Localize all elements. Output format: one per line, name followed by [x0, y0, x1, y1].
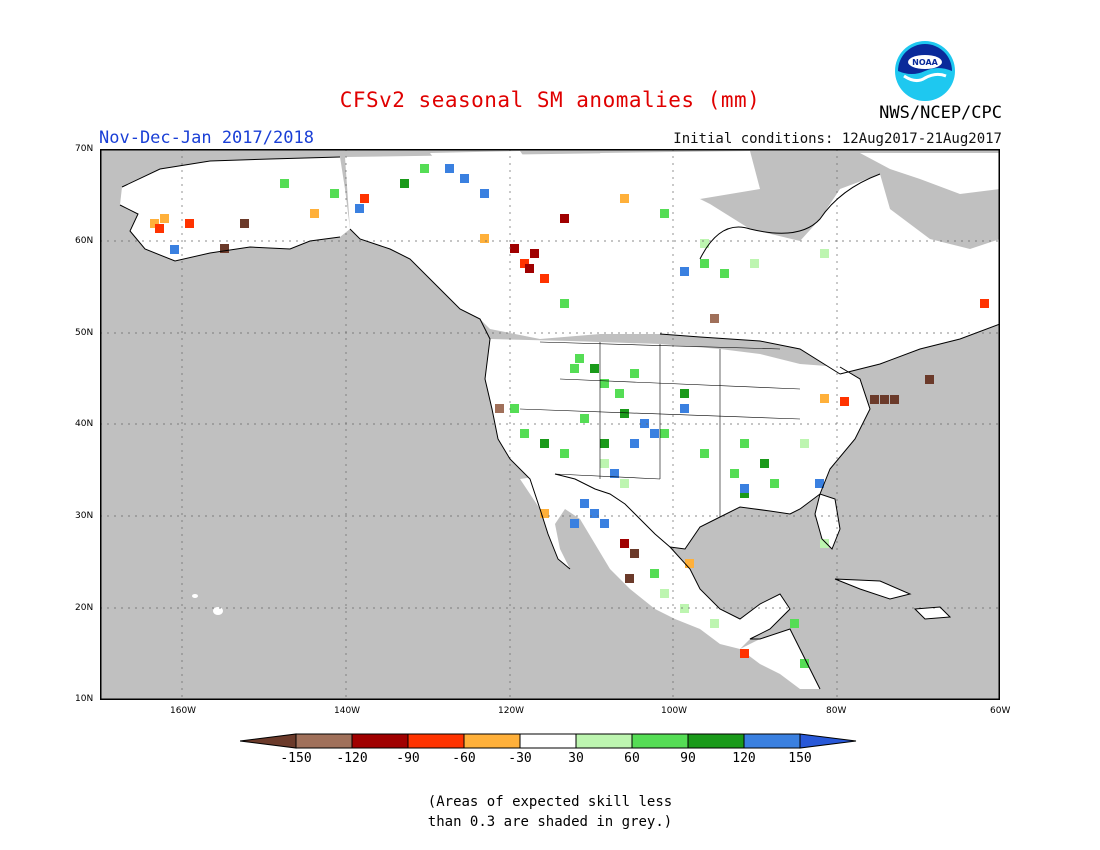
lon-label: 60W: [990, 706, 1011, 716]
colorbar-segment: [575, 733, 633, 749]
colorbar: [240, 733, 857, 749]
colorbar-label: 90: [680, 751, 696, 766]
colorbar-label: -120: [336, 751, 368, 766]
lat-label: 30N: [75, 511, 94, 521]
colorbar-label: 60: [624, 751, 640, 766]
skill-note: (Areas of expected skill less than 0.3 a…: [0, 792, 1100, 832]
anomaly-map: [100, 149, 1000, 700]
lon-label: 80W: [826, 706, 847, 716]
colorbar-segment: [631, 733, 689, 749]
colorbar-label: -30: [508, 751, 532, 766]
lat-label: 60N: [75, 236, 94, 246]
gridlines: [100, 149, 1000, 700]
lon-label: 100W: [661, 706, 688, 716]
initial-conditions-label: Initial conditions: 12Aug2017-21Aug2017: [673, 131, 1002, 147]
colorbar-label: 120: [732, 751, 756, 766]
skill-note-line2: than 0.3 are shaded in grey.): [427, 814, 673, 830]
coastlines: [119, 156, 1000, 690]
colorbar-segment: [519, 733, 577, 749]
borders: [519, 341, 801, 517]
anomaly-cells: [150, 164, 989, 668]
agency-label: NWS/NCEP/CPC: [879, 103, 1002, 123]
noaa-logo: NOAA: [895, 41, 955, 101]
lon-label: 140W: [334, 706, 361, 716]
lat-label: 10N: [75, 694, 94, 704]
lon-label: 120W: [498, 706, 525, 716]
colorbar-label: -60: [452, 751, 476, 766]
colorbar-label: -90: [396, 751, 420, 766]
colorbar-segment: [799, 733, 857, 749]
colorbar-segment: [687, 733, 745, 749]
colorbar-label: 150: [788, 751, 812, 766]
colorbar-segment: [295, 733, 353, 749]
season-label: Nov-Dec-Jan 2017/2018: [99, 128, 314, 148]
colorbar-segment: [463, 733, 521, 749]
logo-text: NOAA: [912, 58, 938, 67]
lat-label: 70N: [75, 144, 94, 154]
land-masses: [120, 151, 1000, 689]
colorbar-segment: [351, 733, 409, 749]
lat-label: 20N: [75, 603, 94, 613]
colorbar-segment: [240, 733, 297, 749]
map-title: CFSv2 seasonal SM anomalies (mm): [339, 88, 761, 112]
colorbar-segment: [407, 733, 465, 749]
colorbar-label: 30: [568, 751, 584, 766]
lat-label: 40N: [75, 419, 94, 429]
lat-label: 50N: [75, 328, 94, 338]
skill-note-line1: (Areas of expected skill less: [427, 794, 673, 810]
colorbar-segment: [743, 733, 801, 749]
colorbar-label: -150: [280, 751, 312, 766]
lon-label: 160W: [170, 706, 197, 716]
